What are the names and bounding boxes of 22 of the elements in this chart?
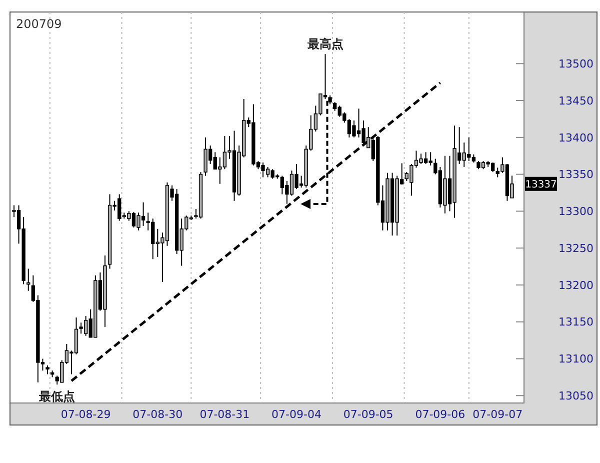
annotation: 最低点 — [38, 390, 76, 404]
y-tick-label: 13150 — [558, 316, 594, 329]
y-tick-label: 13100 — [558, 352, 594, 366]
y-tick-label: 13350 — [558, 168, 594, 182]
y-tick-label: 13400 — [558, 131, 594, 144]
x-tick-label: 07-09-05 — [343, 408, 394, 421]
y-tick-label: 13250 — [558, 242, 594, 255]
x-tick-label: 07-08-30 — [132, 408, 183, 421]
y-tick-label: 13500 — [558, 57, 594, 70]
y-tick-label: 13050 — [558, 389, 594, 402]
y-tick-label: 13450 — [558, 94, 594, 108]
annotation: 13337 — [525, 179, 557, 190]
annotation: 最高点 — [306, 37, 344, 52]
x-tick-label: 07-09-04 — [272, 408, 322, 421]
y-tick-label: 13300 — [558, 205, 594, 218]
candlestick — [26, 268, 30, 292]
x-tick-label: 07-08-31 — [200, 408, 250, 421]
x-tick-label: 07-08-29 — [60, 408, 111, 421]
x-tick-label: 07-09-06 — [415, 408, 466, 421]
chart-title: 200709 — [16, 17, 62, 31]
y-tick-label: 13200 — [558, 278, 594, 292]
x-tick-label: 07-09-07 — [472, 408, 523, 421]
